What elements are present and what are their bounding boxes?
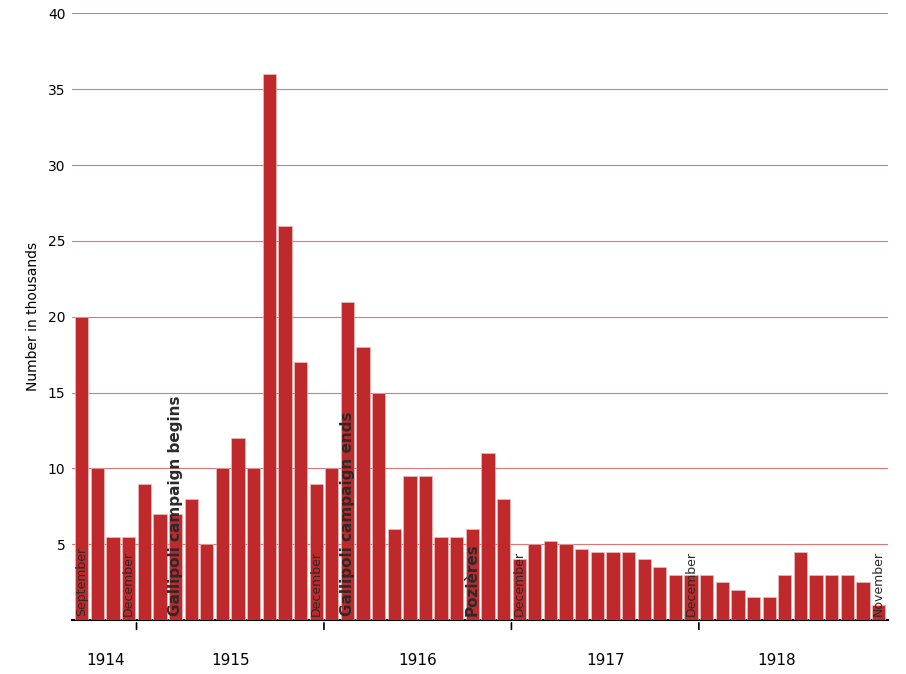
Bar bbox=[763, 597, 776, 620]
Bar bbox=[278, 226, 292, 620]
Bar bbox=[731, 590, 745, 620]
Y-axis label: Number in thousands: Number in thousands bbox=[25, 242, 40, 392]
Bar bbox=[138, 484, 151, 620]
Text: 1914: 1914 bbox=[86, 654, 125, 669]
Bar bbox=[435, 537, 448, 620]
Bar bbox=[528, 545, 542, 620]
Text: December: December bbox=[685, 551, 698, 615]
Bar bbox=[700, 574, 713, 620]
Text: December: December bbox=[310, 551, 323, 615]
Bar bbox=[622, 552, 635, 620]
Bar bbox=[200, 545, 214, 620]
Bar bbox=[372, 392, 385, 620]
Bar bbox=[388, 529, 400, 620]
Text: November: November bbox=[872, 551, 885, 615]
Bar bbox=[747, 597, 760, 620]
Bar bbox=[825, 574, 838, 620]
Bar bbox=[107, 537, 120, 620]
Bar bbox=[153, 514, 167, 620]
Bar bbox=[169, 514, 182, 620]
Bar bbox=[809, 574, 823, 620]
Bar bbox=[653, 567, 667, 620]
Bar bbox=[231, 438, 245, 620]
Bar bbox=[606, 552, 620, 620]
Bar bbox=[466, 529, 479, 620]
Bar bbox=[575, 549, 588, 620]
Bar bbox=[75, 317, 89, 620]
Bar bbox=[497, 499, 510, 620]
Text: 1918: 1918 bbox=[757, 654, 796, 669]
Bar bbox=[856, 582, 870, 620]
Bar bbox=[591, 552, 604, 620]
Bar bbox=[91, 468, 104, 620]
Bar bbox=[544, 541, 557, 620]
Bar bbox=[294, 363, 307, 620]
Bar bbox=[450, 537, 463, 620]
Text: Pozières: Pozières bbox=[465, 543, 480, 615]
Bar bbox=[559, 545, 573, 620]
Bar bbox=[669, 574, 682, 620]
Bar bbox=[778, 574, 792, 620]
Bar bbox=[794, 552, 807, 620]
Text: September: September bbox=[75, 547, 89, 615]
Bar bbox=[684, 574, 698, 620]
Bar bbox=[419, 476, 432, 620]
Bar bbox=[325, 468, 339, 620]
Bar bbox=[716, 582, 729, 620]
Bar bbox=[356, 347, 370, 620]
Text: 1915: 1915 bbox=[211, 654, 249, 669]
Bar bbox=[185, 499, 198, 620]
Text: 1917: 1917 bbox=[586, 654, 624, 669]
Text: Gallipoli campaign begins: Gallipoli campaign begins bbox=[169, 395, 183, 615]
Bar bbox=[341, 302, 354, 620]
Bar bbox=[638, 559, 651, 620]
Bar bbox=[122, 537, 135, 620]
Bar bbox=[481, 454, 495, 620]
Bar bbox=[841, 574, 853, 620]
Bar bbox=[247, 468, 260, 620]
Text: December: December bbox=[513, 551, 525, 615]
Text: 1916: 1916 bbox=[399, 654, 437, 669]
Bar bbox=[513, 559, 525, 620]
Bar bbox=[403, 476, 417, 620]
Bar bbox=[310, 484, 323, 620]
Bar bbox=[263, 74, 276, 620]
Text: Gallipoli campaign ends: Gallipoli campaign ends bbox=[340, 411, 355, 615]
Bar bbox=[872, 605, 885, 620]
Bar bbox=[216, 468, 229, 620]
Text: December: December bbox=[122, 551, 135, 615]
